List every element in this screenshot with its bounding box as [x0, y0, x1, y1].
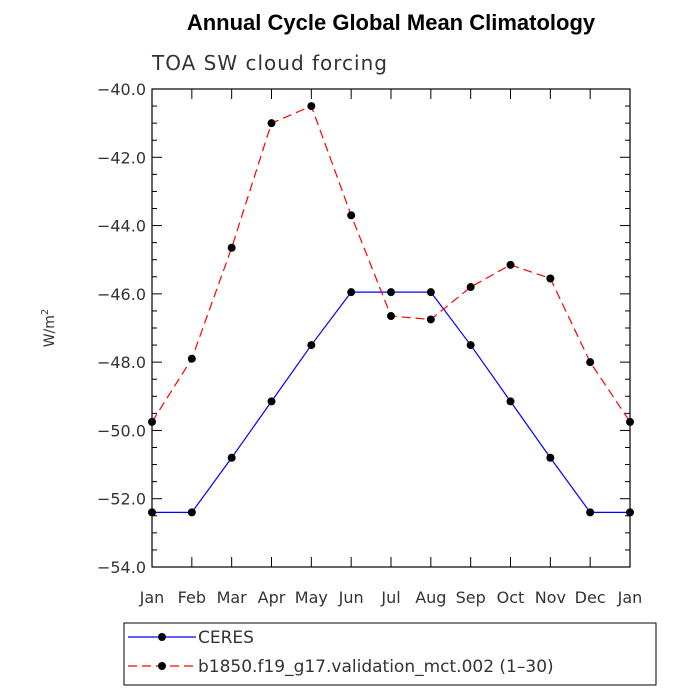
data-point [506, 397, 515, 406]
svg-text:W/m2: W/m2 [40, 309, 58, 348]
y-axis-label-superscript: 2 [40, 309, 51, 315]
data-point [148, 508, 156, 517]
x-tick-label: Jan [139, 588, 165, 607]
data-point [626, 508, 634, 517]
chart-title: Annual Cycle Global Mean Climatology [187, 10, 596, 35]
y-tick-label: −42.0 [97, 148, 146, 167]
x-tick-label: Dec [575, 588, 606, 607]
data-point [267, 119, 276, 128]
series-layer [148, 102, 634, 517]
y-axis: −54.0 −52.0 −50.0 −48.0 −46.0 −44.0 −42.0 −40.0 [97, 80, 630, 577]
chart-subtitle: TOA SW cloud forcing [151, 51, 388, 75]
legend-marker [158, 633, 166, 641]
plot-frame [151, 88, 631, 568]
x-tick-label: Feb [178, 588, 206, 607]
data-point [426, 288, 435, 297]
data-point [426, 315, 435, 324]
x-tick-label: Jun [338, 588, 364, 607]
data-point [586, 508, 595, 517]
data-point [187, 508, 196, 517]
y-tick-label: −54.0 [97, 558, 146, 577]
data-point [187, 354, 196, 363]
data-point [227, 243, 236, 252]
data-point [586, 358, 595, 367]
data-point [387, 312, 395, 321]
x-tick-label: Oct [497, 588, 525, 607]
data-point [466, 283, 475, 292]
x-tick-label: Mar [217, 588, 248, 607]
x-tick-label: Jan [617, 588, 643, 607]
y-axis-label-text: W/m [42, 315, 58, 347]
data-point [506, 260, 515, 269]
data-point [347, 211, 356, 220]
y-axis-label: W/m2 [40, 309, 58, 348]
x-tick-label: May [295, 588, 328, 607]
y-tick-label: −46.0 [97, 285, 146, 304]
y-tick-label: −50.0 [97, 421, 146, 440]
data-point [626, 417, 634, 426]
x-tick-label: Sep [456, 588, 486, 607]
x-tick-label: Nov [535, 588, 566, 607]
x-tick-label: Jul [380, 588, 400, 607]
data-point [148, 417, 156, 426]
legend [123, 622, 657, 686]
legend-marker [158, 662, 166, 670]
data-point [307, 102, 316, 111]
y-tick-label: −48.0 [97, 353, 146, 372]
data-point [387, 288, 395, 297]
series-line [152, 291, 630, 513]
data-point [347, 288, 356, 297]
legend-label: b1850.f19_g17.validation_mct.002 (1–30) [198, 657, 554, 677]
y-tick-label: −40.0 [97, 80, 146, 99]
data-point [267, 397, 276, 406]
data-point [307, 341, 316, 350]
data-point [546, 453, 555, 462]
x-tick-label: Apr [258, 588, 286, 607]
legend-label: CERES [198, 628, 254, 648]
y-tick-label: −44.0 [97, 217, 146, 236]
series-line [151, 105, 631, 423]
legend-items: CERES b1850.f19_g17.validation_mct.002 (1… [128, 628, 554, 677]
x-tick-label: Aug [415, 588, 446, 607]
y-tick-label: −52.0 [97, 490, 146, 509]
data-point [227, 453, 236, 462]
data-point [466, 341, 475, 350]
x-axis: Jan Feb Mar Apr May Jun Jul Aug Sep Oct Nov Dec Jan [139, 89, 643, 607]
data-point [546, 274, 555, 283]
